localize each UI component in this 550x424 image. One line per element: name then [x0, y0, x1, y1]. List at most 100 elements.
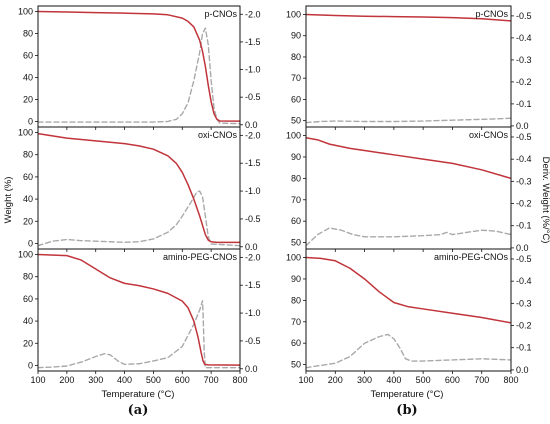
series-weight-b-2 [306, 256, 511, 324]
y-tick-label-b-0-100: 100 [286, 9, 301, 19]
series-weight-b-0 [306, 13, 511, 22]
caption-b: (b) [396, 403, 417, 418]
y2-tick-label-b-1-5: -0.5 [516, 132, 532, 142]
series-derivative-b-1 [306, 227, 511, 247]
panel-label-a-1: oxi-CNOs [198, 130, 238, 140]
y2-tick-label-a-2-4: -2.0 [245, 252, 261, 262]
left-axis-title: Weight (%) [3, 177, 14, 224]
panel-frame-b-0 [305, 5, 512, 128]
y-tick-label-b-1-50: 50 [291, 238, 301, 248]
y-tick-label-b-0-60: 60 [291, 94, 301, 104]
y-tick-label-a-2-0: 0 [28, 360, 33, 370]
y2-tick-label-b-2-2: -0.2 [516, 321, 532, 331]
y2-tick-label-a-1-2: -1.0 [245, 186, 261, 196]
y-tick-label-a-1-80: 80 [23, 150, 33, 160]
series-weight-a-0 [38, 10, 240, 122]
y2-tick-label-a-0-1: -0.5 [245, 92, 261, 102]
panel-frame-b-2 [305, 248, 512, 372]
x-tick-label-a-2-700: 700 [204, 375, 219, 385]
y-tick-label-a-0-80: 80 [23, 29, 33, 39]
x-tick-label-a-2-800: 800 [232, 375, 247, 385]
y-tick-label-a-1-40: 40 [23, 194, 33, 204]
x-tick-label-b-2-800: 800 [503, 375, 518, 385]
y-tick-label-b-1-60: 60 [291, 216, 301, 226]
x-tick-label-a-2-100: 100 [30, 375, 45, 385]
x-tick-label-a-2-200: 200 [59, 375, 74, 385]
y-tick-label-a-0-0: 0 [28, 117, 33, 127]
series-weight-a-2 [38, 253, 240, 366]
y-tick-label-a-0-40: 40 [23, 73, 33, 83]
y2-tick-label-a-2-3: -1.5 [245, 280, 261, 290]
panel-b-1: 50 60 70 80 90 100 0.0 -0.1 -0.2 -0.3 -0.4 -0.5 oxi-… [286, 126, 532, 253]
y2-tick-label-b-2-0: 0.0 [516, 365, 529, 375]
x-tick-label-a-2-500: 500 [146, 375, 161, 385]
series-weight-a-1 [38, 132, 240, 244]
y-tick-label-b-1-90: 90 [291, 152, 301, 162]
y-tick-label-a-1-20: 20 [23, 216, 33, 226]
y2-tick-label-a-1-4: -2.0 [245, 130, 261, 140]
y-tick-label-a-0-60: 60 [23, 51, 33, 61]
series-derivative-b-2 [306, 333, 511, 369]
y2-tick-label-b-0-5: -0.5 [516, 11, 532, 21]
panel-b-0: 50 60 70 80 90 100 0.0 -0.1 -0.2 -0.3 -0.4 -0.5 p-CN… [286, 5, 532, 131]
panel-label-a-0: p-CNOs [204, 9, 237, 19]
panel-label-b-2: amino-PEG-CNOs [434, 252, 509, 262]
y-tick-label-b-1-80: 80 [291, 173, 301, 183]
y-tick-label-b-2-80: 80 [291, 295, 301, 305]
y-tick-label-b-0-50: 50 [291, 116, 301, 126]
y2-tick-label-b-1-2: -0.2 [516, 199, 532, 209]
y-tick-label-b-0-90: 90 [291, 31, 301, 41]
y-tick-label-a-2-40: 40 [23, 316, 33, 326]
x-tick-label-a-2-400: 400 [117, 375, 132, 385]
x-tick-label-a-2-600: 600 [175, 375, 190, 385]
x-tick-label-b-2-300: 300 [357, 375, 372, 385]
y2-tick-label-b-0-1: -0.1 [516, 99, 532, 109]
y2-tick-label-a-1-3: -1.5 [245, 158, 261, 168]
y2-tick-label-b-1-0: 0.0 [516, 243, 529, 253]
y-tick-label-b-2-60: 60 [291, 338, 301, 348]
x-tick-label-b-2-600: 600 [445, 375, 460, 385]
x-tick-label-b-2-500: 500 [416, 375, 431, 385]
y2-tick-label-b-0-3: -0.3 [516, 55, 532, 65]
y-tick-label-b-1-70: 70 [291, 195, 301, 205]
y2-tick-label-a-2-1: -0.5 [245, 336, 261, 346]
y-tick-label-a-2-80: 80 [23, 272, 33, 282]
series-derivative-a-2 [38, 300, 240, 369]
panel-b-2: 50 60 70 80 90 100 0.0 -0.1 -0.2 -0.3 -0.4 -0.5 100 2… [286, 248, 532, 385]
x-axis-title-b: Temperature (°C) [371, 389, 444, 400]
x-tick-label-b-2-100: 100 [298, 375, 313, 385]
panel-label-a-2: amino-PEG-CNOs [163, 252, 238, 262]
y-tick-label-a-2-20: 20 [23, 338, 33, 348]
right-axis-title: Deriv. Weight (%/°C) [540, 157, 550, 244]
y2-tick-label-b-2-4: -0.4 [516, 276, 532, 286]
y-tick-label-a-1-100: 100 [18, 128, 33, 138]
y2-tick-label-a-0-3: -1.5 [245, 37, 261, 47]
y2-tick-label-b-1-3: -0.3 [516, 176, 532, 186]
y2-tick-label-a-0-4: -2.0 [245, 9, 261, 19]
series-weight-b-1 [306, 136, 511, 180]
y-tick-label-a-0-100: 100 [18, 7, 33, 17]
y-tick-label-b-2-70: 70 [291, 317, 301, 327]
y-tick-label-a-0-20: 20 [23, 95, 33, 105]
x-tick-label-b-2-400: 400 [386, 375, 401, 385]
y2-tick-label-a-1-0: 0.0 [245, 242, 258, 252]
series-derivative-a-1 [38, 190, 240, 247]
panel-a-1: 0 20 40 60 80 100 0.0 -0.5 -1.0 -1.5 -2.0 oxi-CNOs [18, 126, 261, 252]
y-tick-label-b-0-70: 70 [291, 73, 301, 83]
panel-label-b-0: p-CNOs [475, 9, 508, 19]
y-tick-label-a-2-100: 100 [18, 250, 33, 260]
y2-tick-label-a-2-2: -1.0 [245, 308, 261, 318]
panel-label-b-1: oxi-CNOs [469, 130, 509, 140]
panel-frame-a-2 [37, 248, 241, 372]
x-tick-label-a-2-300: 300 [88, 375, 103, 385]
y2-tick-label-a-2-0: 0.0 [245, 364, 258, 374]
y2-tick-label-a-0-2: -1.0 [245, 65, 261, 75]
y2-tick-label-a-0-0: 0.0 [245, 120, 258, 130]
y2-tick-label-b-2-3: -0.3 [516, 298, 532, 308]
x-tick-label-b-2-200: 200 [328, 375, 343, 385]
series-derivative-a-0 [38, 27, 240, 125]
y2-tick-label-b-1-1: -0.1 [516, 221, 532, 231]
y2-tick-label-b-2-5: -0.5 [516, 254, 532, 264]
caption-a: (a) [128, 403, 149, 418]
